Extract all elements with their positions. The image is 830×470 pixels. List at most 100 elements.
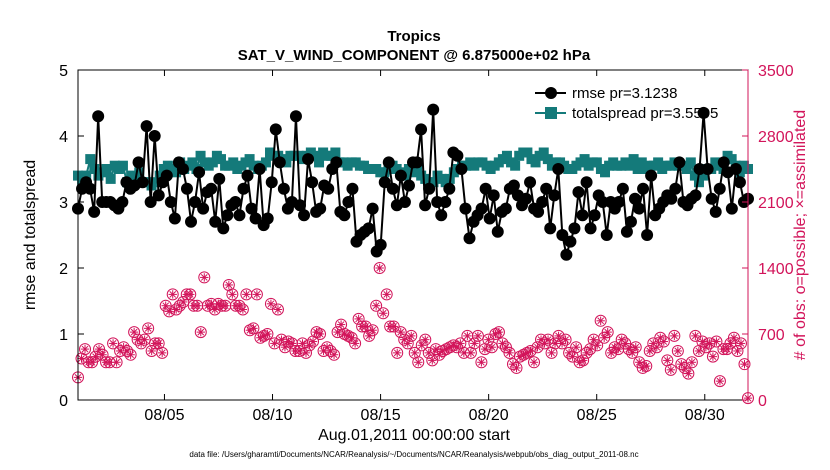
rmse-marker xyxy=(697,106,710,119)
rmse-marker xyxy=(366,202,379,215)
obs-possible-marker xyxy=(233,299,246,312)
obs-assimilated-marker xyxy=(569,353,576,361)
obs-possible-marker xyxy=(177,295,190,308)
rmse-marker xyxy=(637,182,650,195)
obs-possible-marker xyxy=(485,341,498,354)
totalspread-marker xyxy=(579,154,590,165)
rmse-marker xyxy=(483,212,496,225)
obs-point xyxy=(594,314,607,327)
obs-assimilated-marker xyxy=(604,328,612,336)
obs-point xyxy=(138,333,151,346)
obs-assimilated-marker xyxy=(407,332,415,340)
obs-assimilated-marker xyxy=(432,345,440,353)
obs-assimilated-marker xyxy=(253,291,261,298)
obs-point xyxy=(271,303,284,316)
obs-assimilated-marker xyxy=(632,343,640,351)
obs-point xyxy=(264,297,277,310)
obs-possible-marker xyxy=(303,339,316,352)
rmse-marker xyxy=(132,156,145,169)
obs-possible-marker xyxy=(324,344,337,357)
rmse-marker xyxy=(628,192,641,205)
totalspread-marker xyxy=(314,157,325,168)
obs-point xyxy=(314,328,327,340)
obs-possible-marker xyxy=(671,344,684,357)
rmse-marker xyxy=(689,189,702,202)
totalspread-marker xyxy=(428,177,439,188)
obs-possible-marker xyxy=(226,288,239,301)
obs-assimilated-marker xyxy=(81,345,89,353)
rmse-marker xyxy=(612,196,625,208)
obs-point xyxy=(713,375,726,388)
obs-possible-marker xyxy=(117,341,130,354)
rmse-marker xyxy=(289,110,302,123)
rmse-marker xyxy=(152,189,165,202)
obs-point xyxy=(370,299,383,312)
obs-assimilated-marker xyxy=(169,291,177,298)
totalspread-marker xyxy=(260,157,271,168)
obs-possible-marker xyxy=(468,337,481,350)
obs-possible-marker xyxy=(643,344,656,357)
totalspread-marker xyxy=(600,167,611,178)
totalspread-marker xyxy=(510,160,521,171)
obs-possible-marker xyxy=(314,328,327,340)
obs-point xyxy=(664,363,677,376)
obs-assimilated-marker xyxy=(372,302,380,310)
obs-possible-marker xyxy=(591,339,604,352)
obs-assimilated-marker xyxy=(411,349,419,357)
obs-assimilated-marker xyxy=(88,358,96,366)
obs-point xyxy=(689,329,702,342)
rmse-marker xyxy=(633,202,646,215)
x-tick-label: 08/20 xyxy=(469,407,509,424)
totalspread-marker xyxy=(117,160,128,171)
rmse-marker xyxy=(241,169,254,182)
obs-possible-marker xyxy=(710,335,723,348)
totalspread-marker xyxy=(412,164,423,174)
chart-title-line1: Tropics xyxy=(387,28,440,45)
obs-assimilated-marker xyxy=(393,349,401,357)
obs-assimilated-marker xyxy=(621,340,629,347)
obs-point xyxy=(247,322,260,335)
obs-assimilated-marker xyxy=(348,334,355,342)
obs-possible-marker xyxy=(419,333,432,346)
rmse-marker xyxy=(560,248,573,261)
obs-possible-marker xyxy=(173,299,186,312)
rmse-marker xyxy=(624,215,637,228)
rmse-marker xyxy=(641,229,654,241)
rmse-marker xyxy=(673,156,686,169)
obs-possible-marker xyxy=(510,361,523,374)
totalspread-marker xyxy=(591,157,602,168)
rmse-marker xyxy=(725,202,738,215)
totalspread-marker xyxy=(134,167,145,178)
obs-series xyxy=(72,262,754,405)
rmse-marker xyxy=(620,225,633,238)
obs-point xyxy=(300,346,313,359)
totalspread-marker xyxy=(628,154,639,165)
rmse-marker xyxy=(451,149,464,162)
obs-possible-marker xyxy=(156,346,169,359)
obs-possible-marker xyxy=(496,337,509,350)
obs-assimilated-marker xyxy=(264,330,271,338)
obs-assimilated-marker xyxy=(642,362,650,370)
rmse-marker xyxy=(487,189,500,202)
obs-assimilated-marker xyxy=(467,349,475,357)
rmse-marker xyxy=(709,205,722,218)
rmse-marker xyxy=(221,209,234,222)
totalspread-marker xyxy=(281,157,292,168)
rmse-marker xyxy=(213,172,226,185)
obs-assimilated-marker xyxy=(663,357,671,364)
obs-possible-marker xyxy=(492,326,505,339)
totalspread-marker xyxy=(215,154,226,165)
rmse-marker xyxy=(556,229,569,241)
obs-possible-marker xyxy=(685,356,698,369)
rmse-marker xyxy=(88,205,101,218)
obs-possible-marker xyxy=(373,262,386,274)
obs-possible-marker xyxy=(506,358,519,371)
y-right-tick-label: 3500 xyxy=(758,63,794,80)
obs-possible-marker xyxy=(391,346,404,359)
rmse-marker xyxy=(160,169,173,182)
obs-possible-marker xyxy=(601,326,614,339)
obs-assimilated-marker xyxy=(127,351,134,359)
obs-assimilated-marker xyxy=(162,302,170,310)
obs-possible-marker xyxy=(121,344,134,357)
obs-assimilated-marker xyxy=(692,332,699,340)
